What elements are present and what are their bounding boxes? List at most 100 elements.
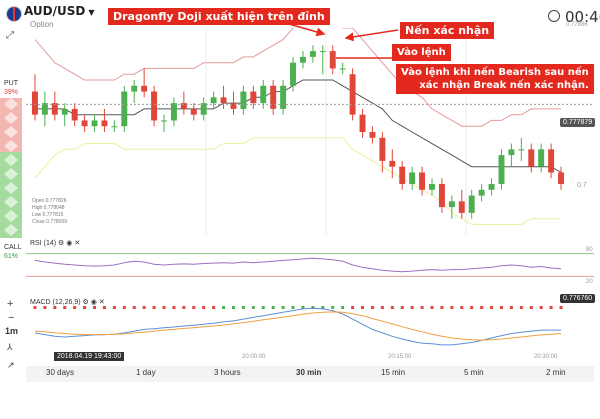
macd-histogram-bar: [301, 306, 305, 309]
candle-body: [558, 172, 565, 184]
visibility-icon[interactable]: ◉: [90, 299, 97, 306]
annotation-entry: Vào lệnh: [392, 44, 451, 61]
rsi-label-text: RSI (14): [30, 240, 57, 247]
candle-body: [200, 103, 207, 115]
macd-histogram-bar: [400, 306, 404, 309]
candle: [349, 68, 356, 121]
candle: [280, 80, 287, 115]
close-icon[interactable]: ✕: [74, 240, 81, 247]
visibility-icon[interactable]: ◉: [66, 240, 73, 247]
candle: [250, 85, 257, 109]
macd-histogram-bar: [470, 306, 474, 309]
candle: [329, 45, 336, 75]
candle: [180, 91, 187, 115]
candle-body: [71, 108, 78, 121]
zoom-out-button[interactable]: −: [8, 312, 15, 324]
timeframe-3-hours[interactable]: 3 hours: [214, 368, 241, 377]
candle: [309, 45, 316, 63]
bollinger-upper-line: [34, 28, 561, 127]
close-icon[interactable]: ✕: [98, 299, 105, 306]
timeframe-30-min[interactable]: 30 min: [296, 368, 322, 377]
annotation-doji: Dragonfly Doji xuất hiện trên đỉnh: [108, 8, 330, 25]
left-sidebar: ⤢ PUT 39% CALL 61% + − 1m ⅄ ↗: [0, 30, 26, 370]
candle: [379, 132, 386, 173]
macd-histogram-bar: [192, 306, 196, 309]
macd-value-tag: 0.776760: [560, 294, 596, 303]
candle: [91, 114, 98, 132]
candle-body: [111, 126, 118, 128]
candle-body: [91, 120, 98, 127]
candle: [508, 143, 515, 167]
macd-histogram-bar: [321, 306, 325, 309]
candle-period-selector[interactable]: 1m: [5, 326, 19, 336]
zoom-in-button[interactable]: +: [7, 298, 14, 310]
candle: [290, 56, 297, 92]
timeframe-5-min[interactable]: 5 min: [464, 368, 484, 377]
chevron-down-icon: ▼: [88, 8, 95, 17]
macd-histogram-bar: [162, 306, 166, 309]
asset-pair-selector[interactable]: AUD/USD ▼: [24, 4, 95, 18]
candle: [478, 184, 485, 202]
candle-body: [81, 120, 88, 127]
drawing-tool-icon[interactable]: ↗: [7, 360, 15, 370]
candle-body: [280, 85, 287, 109]
ohlc-readout: Open 0.777826 High 0.778048 Low 0.777815…: [32, 198, 67, 226]
candle: [548, 143, 555, 179]
candle: [419, 166, 426, 196]
annotation-confirm: Nến xác nhận: [400, 22, 495, 39]
expand-icon[interactable]: ⤢: [6, 30, 14, 41]
macd-chart: [33, 306, 563, 346]
macd-histogram-bar: [380, 306, 384, 309]
timeframe-15-min[interactable]: 15 min: [381, 368, 406, 377]
candle-body: [61, 108, 68, 115]
candle: [399, 160, 406, 190]
asset-pair-label: AUD/USD: [24, 4, 86, 18]
candle-body: [448, 201, 455, 208]
candle-body: [51, 103, 58, 115]
macd-histogram-bar: [549, 306, 553, 309]
candle-body: [508, 149, 515, 156]
candle: [429, 178, 435, 196]
candle-body: [210, 97, 217, 104]
settings-icon[interactable]: ⚙: [82, 299, 89, 306]
macd-histogram-bar: [509, 306, 513, 309]
candle-body: [141, 85, 148, 92]
candle-body: [131, 85, 138, 92]
macd-histogram-bar: [152, 306, 156, 309]
macd-histogram-bar: [212, 306, 216, 309]
candle-body: [458, 201, 465, 213]
candle: [468, 189, 475, 219]
top-bar: AUD/USD▼ Option 00:46: [0, 0, 600, 36]
price-chart[interactable]: [26, 28, 594, 236]
candle: [319, 45, 326, 75]
macd-histogram-bar: [529, 306, 533, 309]
candle-body: [170, 103, 177, 121]
timeframe-30-days[interactable]: 30 days: [46, 368, 75, 377]
candle-body: [250, 91, 257, 104]
settings-icon[interactable]: ⚙: [58, 240, 65, 247]
candle: [101, 108, 108, 132]
candle: [488, 178, 495, 196]
candle: [558, 166, 565, 190]
candle: [61, 103, 68, 127]
macd-histogram-bar: [231, 306, 235, 309]
candle: [438, 178, 445, 213]
macd-label: MACD (12,26,9) ⚙ ◉ ✕: [30, 298, 105, 306]
macd-histogram-bar: [53, 306, 57, 309]
macd-histogram-bar: [63, 306, 67, 309]
macd-histogram-bar: [102, 306, 106, 309]
candle-body: [290, 62, 297, 86]
macd-histogram-bar: [261, 306, 265, 309]
time-tick-2: 20:15:00: [388, 354, 412, 360]
candle: [389, 149, 396, 179]
candle-body: [31, 91, 38, 115]
macd-signal-line: [34, 311, 562, 341]
timeframe-2-min[interactable]: 2 min: [546, 368, 566, 377]
call-percentage: 61%: [4, 253, 19, 260]
timeframe-1-day[interactable]: 1 day: [136, 368, 156, 377]
candle-body: [399, 166, 406, 184]
macd-histogram-bar: [33, 306, 37, 309]
candle-body: [101, 120, 108, 127]
macd-histogram-bar: [251, 306, 255, 309]
indicator-icon[interactable]: ⅄: [7, 342, 13, 352]
